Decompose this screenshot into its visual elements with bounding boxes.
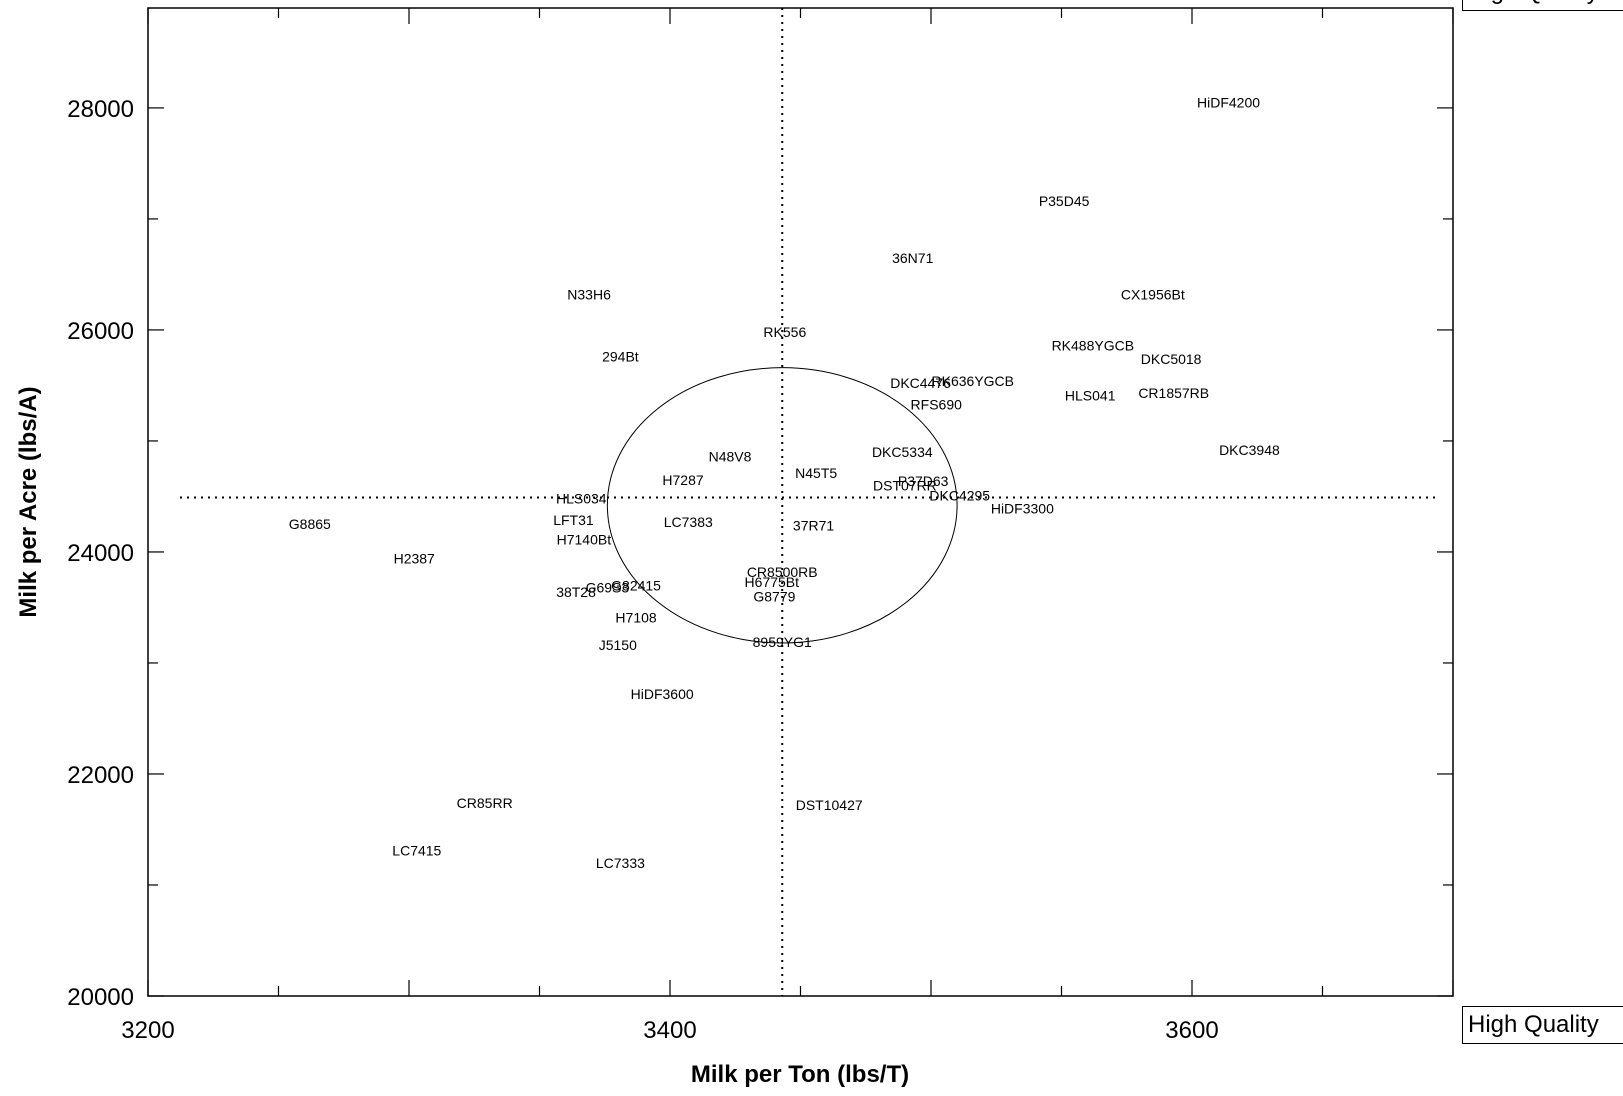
point-label: N48V8	[709, 448, 752, 464]
point-label: H7287	[662, 472, 703, 488]
point-label: CR8500RB	[747, 564, 818, 580]
x-axis-title: Milk per Ton (lbs/T)	[691, 1061, 909, 1088]
point-label: CR1857RB	[1138, 385, 1209, 401]
point-label: P37D63	[898, 473, 949, 489]
point-label: HiDF3600	[631, 686, 694, 702]
point-label: DKC5018	[1141, 351, 1202, 367]
plot-frame	[147, 7, 1454, 997]
point-label: G8779	[753, 588, 795, 604]
point-label: 294Bt	[602, 349, 639, 365]
x-tick-label: 3200	[121, 1017, 174, 1044]
point-label: H6775Bt	[745, 574, 800, 590]
point-label: RFS690	[911, 396, 963, 412]
confidence-ellipse	[606, 367, 958, 644]
point-label: G8865	[289, 516, 331, 532]
point-label: P35D45	[1039, 193, 1090, 209]
point-label: LC7415	[392, 843, 441, 859]
x-tick-label: 3400	[643, 1017, 696, 1044]
point-label: G82415	[611, 577, 661, 593]
point-label: G69S3	[586, 579, 630, 595]
point-label: HLS041	[1065, 387, 1116, 403]
point-label: LFT31	[553, 512, 594, 528]
point-label: 8959YG1	[753, 634, 812, 650]
point-label: J5150	[599, 637, 637, 653]
y-tick-label: 20000	[67, 984, 134, 1011]
point-label: DKC5334	[872, 444, 933, 460]
point-label: 37R71	[793, 517, 834, 533]
point-label: LC7383	[664, 514, 713, 530]
point-label: CX1956Bt	[1121, 286, 1185, 302]
axis-ticks	[147, 8, 1454, 997]
point-label: 38T28	[556, 584, 596, 600]
point-label: N45T5	[795, 465, 837, 481]
point-label: RK636YGCB	[932, 373, 1014, 389]
point-label: HiDF4200	[1197, 94, 1260, 110]
quadrant-label-top: High Quality	[1462, 0, 1623, 11]
quadrant-label-bottom: High Quality	[1462, 1006, 1623, 1044]
axis-tick-labels: 3200 3400 3600 20000 22000 24000 26000 28000	[67, 96, 1218, 1044]
point-label: DKC3948	[1219, 442, 1280, 458]
point-label: RK556	[763, 324, 806, 340]
point-label: HiDF3300	[991, 501, 1054, 517]
y-axis-title: Milk per Acre (lbs/A)	[15, 386, 42, 617]
point-label: LC7333	[596, 855, 645, 871]
point-label: H7140Bt	[557, 532, 612, 548]
point-labels: HiDF4200 P35D45 36N71 N33H6 CX1956Bt RK556 RK4…	[289, 94, 1280, 870]
point-label: CR85RR	[457, 795, 513, 811]
point-label: H7108	[615, 609, 656, 625]
point-label: RK488YGCB	[1052, 337, 1134, 353]
point-label: DST07RR	[873, 477, 937, 493]
reference-lines	[180, 8, 1440, 996]
point-label: 36N71	[892, 250, 933, 266]
point-label: H2387	[394, 551, 435, 567]
point-label: N33H6	[567, 286, 611, 302]
y-tick-label: 24000	[67, 540, 134, 567]
y-tick-label: 28000	[67, 96, 134, 123]
y-tick-label: 22000	[67, 762, 134, 789]
point-label: DST10427	[796, 797, 863, 813]
x-tick-label: 3600	[1165, 1017, 1218, 1044]
y-tick-label: 26000	[67, 318, 134, 345]
point-label: DKC4295	[929, 487, 990, 503]
point-label: HLS034	[556, 491, 607, 507]
point-label: DKC4476	[890, 375, 951, 391]
